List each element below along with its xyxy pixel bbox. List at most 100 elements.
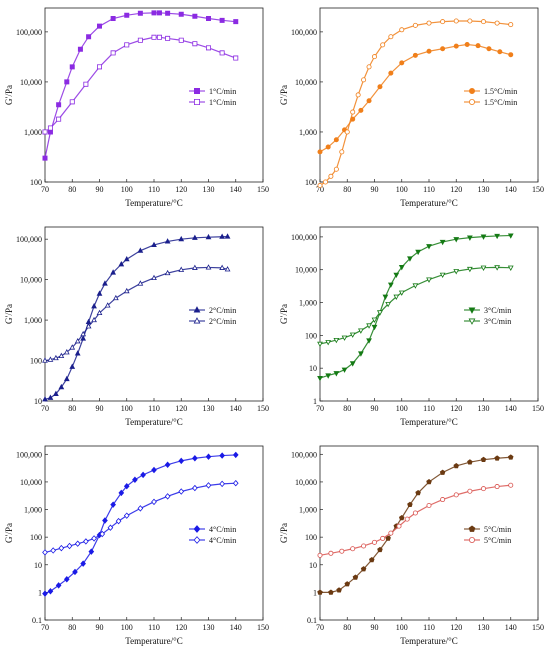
data-point [508, 482, 514, 488]
y-tick-label: 10,000 [20, 478, 42, 487]
data-point [205, 264, 212, 270]
data-point [480, 19, 486, 25]
data-point [339, 548, 345, 554]
data-point [112, 294, 119, 301]
y-tick-label: 100 [305, 178, 317, 187]
data-point [494, 455, 500, 461]
data-point [123, 482, 130, 490]
data-point [486, 46, 492, 52]
y-axis-title: G′/Pa [4, 523, 14, 543]
data-point [123, 287, 130, 294]
data-point [372, 54, 378, 60]
data-point [118, 260, 125, 267]
data-point [219, 264, 225, 270]
x-axis-title: Temperature/°C [400, 417, 457, 427]
series-1 [317, 41, 514, 155]
data-point [77, 46, 83, 52]
data-point [192, 41, 198, 47]
data-point [497, 49, 503, 55]
data-point [467, 459, 473, 465]
x-axis-title: Temperature/°C [125, 636, 182, 646]
chart-svg-4: 70 80 90 100 110 120 130 140 1501101001,00010,00… [279, 226, 544, 427]
data-point [412, 510, 418, 516]
data-point [366, 64, 372, 70]
data-point [178, 37, 184, 43]
x-tick-label: 90 [371, 404, 379, 413]
data-point [393, 294, 400, 301]
data-point [151, 498, 157, 506]
x-tick-label: 140 [230, 404, 242, 413]
data-point [325, 144, 331, 150]
chart-svg-1: 70 80 90 100 110 120 130 140 150 100 1,000 10,000 10… [4, 7, 269, 208]
data-point [58, 383, 65, 390]
y-axis-title: G′/Pa [279, 304, 289, 324]
data-point [352, 574, 359, 580]
data-point [205, 233, 212, 240]
legend-marker [193, 306, 201, 313]
data-point [97, 23, 102, 29]
data-point [151, 274, 157, 281]
x-tick-label: 80 [343, 185, 351, 194]
y-tick-label: 100,000 [291, 233, 317, 242]
data-point [232, 479, 239, 487]
data-point [233, 19, 239, 25]
data-point [464, 41, 470, 47]
x-tick-label: 130 [203, 404, 215, 413]
x-tick-label: 80 [343, 404, 351, 413]
data-point [192, 13, 198, 19]
series-2 [317, 18, 514, 189]
data-point [385, 301, 391, 308]
data-point [328, 550, 334, 556]
legend-label: 4°C/min [209, 536, 236, 545]
data-point [453, 269, 460, 275]
data-point [102, 517, 108, 524]
data-point [339, 149, 345, 155]
data-point [467, 266, 473, 273]
x-tick-label: 120 [175, 185, 187, 194]
data-point [192, 455, 198, 462]
legend-label: 5°C/min [484, 536, 511, 545]
data-point [317, 589, 323, 595]
legend-marker [468, 307, 476, 314]
series-line [44, 36, 236, 133]
data-point [178, 488, 185, 495]
data-point [371, 324, 378, 331]
data-point [85, 323, 92, 329]
series-1 [317, 233, 514, 382]
data-point [377, 310, 383, 316]
x-tick-label: 110 [423, 185, 435, 194]
data-point [507, 265, 514, 271]
y-tick-label: 100 [30, 357, 42, 366]
data-point [47, 588, 54, 595]
x-tick-label: 120 [175, 623, 187, 632]
series-line [44, 12, 236, 159]
data-point [50, 547, 57, 554]
y-tick-label: 10 [34, 397, 42, 406]
series-line [319, 20, 511, 187]
data-point [377, 546, 383, 553]
x-axis-title: Temperature/°C [125, 417, 182, 427]
data-point [453, 18, 459, 24]
data-point [233, 55, 239, 61]
data-point [69, 344, 76, 350]
data-point [56, 102, 62, 108]
legend-label: 5°C/min [484, 525, 511, 534]
data-point [387, 282, 394, 288]
data-point [333, 371, 340, 377]
y-tick-label: 100 [305, 331, 317, 340]
x-tick-label: 120 [450, 185, 462, 194]
x-tick-label: 140 [505, 404, 517, 413]
data-point [96, 309, 103, 316]
data-point [440, 46, 446, 52]
data-point [192, 484, 198, 492]
data-point [72, 568, 78, 576]
y-axis-title: G′/Pa [279, 85, 289, 105]
data-point [393, 272, 400, 279]
data-point [83, 81, 89, 87]
data-point [328, 173, 334, 179]
y-tick-label: 10,000 [295, 266, 317, 275]
data-point [426, 244, 432, 250]
data-point [140, 471, 146, 479]
y-tick-label: 10 [309, 561, 317, 570]
